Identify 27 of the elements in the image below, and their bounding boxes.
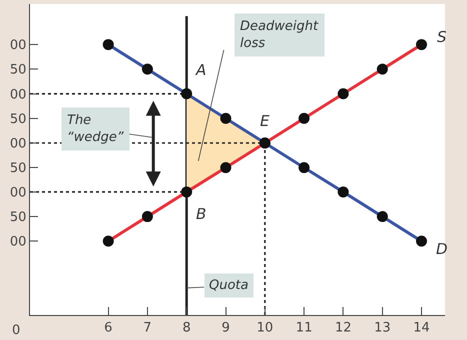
x-tick-label: 14 <box>413 320 430 336</box>
text: 50 <box>10 210 26 226</box>
text: 50 <box>10 112 26 127</box>
text: 0 <box>12 323 20 338</box>
x-tick-label: 10 <box>256 320 274 336</box>
x-tick-label: 8 <box>182 320 191 336</box>
annotation: Deadweight loss <box>240 19 319 51</box>
annotation: A <box>195 61 206 79</box>
x-tick-label: 12 <box>334 320 352 336</box>
annotation: B <box>196 205 206 223</box>
annotation: S <box>437 28 447 46</box>
text: 00 <box>10 87 26 102</box>
x-tick-label: 11 <box>296 320 312 336</box>
x-tick-label: 6 <box>104 320 112 336</box>
text: 50 <box>10 62 26 78</box>
text: 00 <box>10 136 26 152</box>
annotation: The “wedge” <box>67 113 124 145</box>
text: 00 <box>10 234 26 250</box>
ref-line-label: Quota <box>209 278 249 293</box>
text: 50 <box>10 161 26 176</box>
x-tick-label: 13 <box>374 320 391 336</box>
x-tick-label: 9 <box>222 320 230 336</box>
x-tick-label: 7 <box>143 320 152 336</box>
annotation: E <box>260 112 270 130</box>
text: 00 <box>10 38 26 54</box>
text: 00 <box>10 186 26 200</box>
annotation: D <box>436 240 448 258</box>
